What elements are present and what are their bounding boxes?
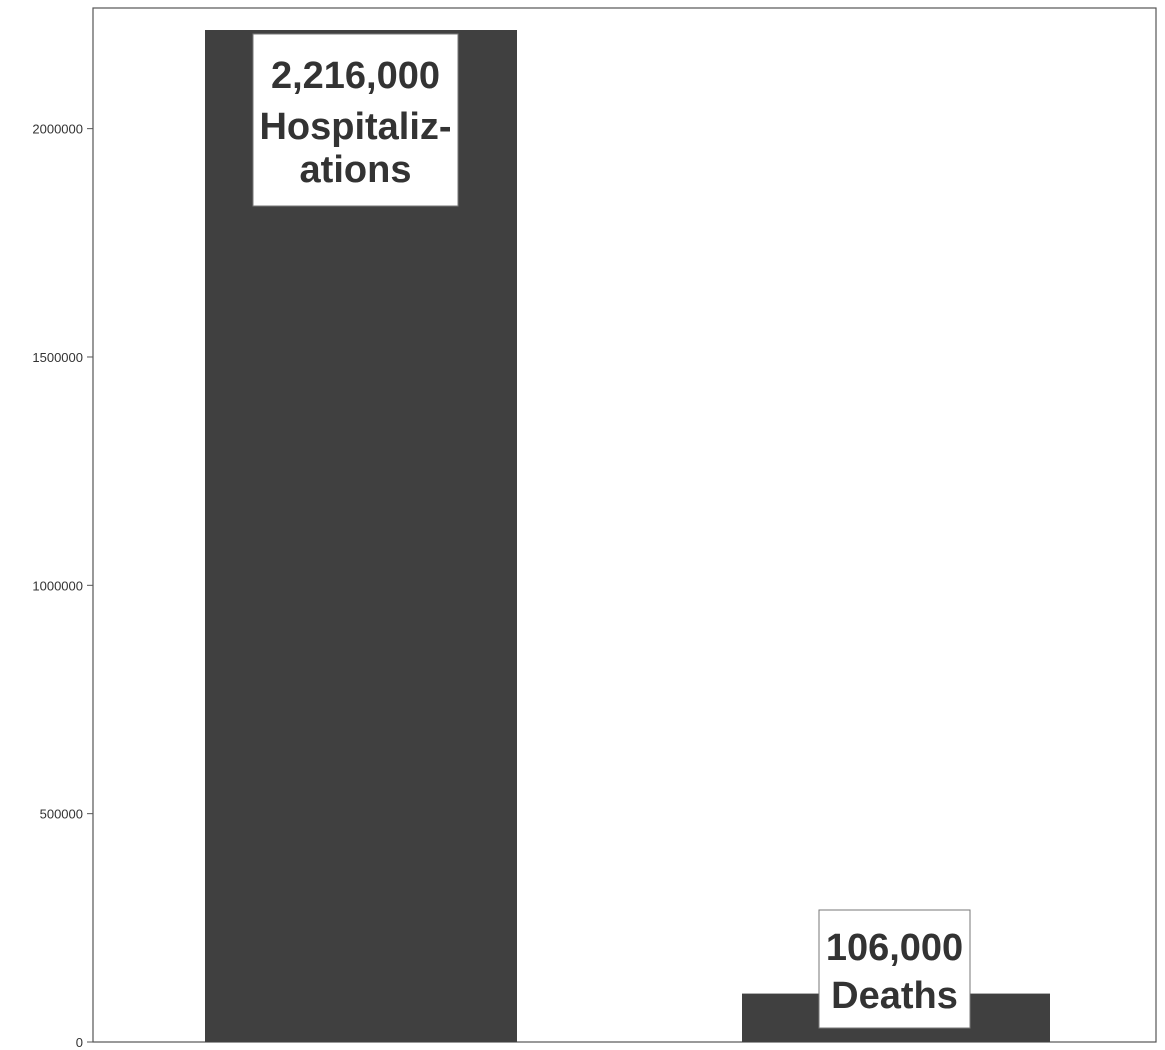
bar-data-label: ations xyxy=(300,149,412,191)
plot-border xyxy=(92,7,1157,1043)
y-tick-label: 2000000 xyxy=(32,122,83,137)
label-box-deaths xyxy=(818,909,971,1029)
bar-data-label: Deaths xyxy=(831,975,958,1017)
label-box-hospitalizations xyxy=(252,33,459,207)
bar-labels: 2,216,000 Hospitaliz-ations 106,000 Deaths xyxy=(252,33,971,1029)
y-tick-label: 1500000 xyxy=(32,350,83,365)
y-axis: 0 500000 1000000 1500000 2000000 xyxy=(32,122,93,1050)
bar-data-label: Hospitaliz- xyxy=(259,106,451,148)
y-tick-label: 500000 xyxy=(40,807,83,822)
plot-frame xyxy=(92,7,1157,1043)
y-tick-label: 0 xyxy=(76,1035,83,1050)
bar-data-label: 106,000 xyxy=(826,927,963,969)
bar-data-label: 2,216,000 xyxy=(271,55,440,97)
y-tick-label: 1000000 xyxy=(32,578,83,593)
